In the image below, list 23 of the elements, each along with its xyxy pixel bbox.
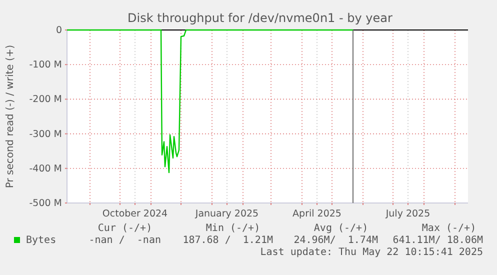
y-tick-label: -400 M [29,163,62,174]
x-tick-label: April 2025 [292,208,342,220]
y-tick-label: -300 M [29,128,62,140]
text: Cur (-/+) [98,223,152,234]
y-tick-label: 0 [56,25,62,36]
text: Avg (-/+) [314,223,368,234]
chart-title: Disk throughput for /dev/nvme0n1 - by year [128,11,393,25]
text: -nan / -nan [88,235,161,246]
line-series [66,29,354,174]
y-tick-label: -200 M [29,94,62,106]
x-tick-label: October 2024 [102,208,168,220]
text: Last update: Thu May 22 10:15:41 2025 [260,247,483,258]
y-tick-label: -500 M [29,198,62,210]
text: Max (-/+) [422,223,476,234]
text: 24.96M/ 1.74M [294,235,378,246]
text: Min (-/+) [206,223,260,234]
x-tick-label: July 2025 [384,208,430,220]
text: 187.68 / 1.21M [182,235,273,246]
y-tick-label: -100 M [29,60,62,71]
legend-label: Bytes [26,235,56,246]
x-tick-label: January 2025 [194,208,259,220]
y-axis-title: Pr second read (-) / write (+) [5,44,16,188]
text: 641.11M/ 18.06M [392,235,483,246]
